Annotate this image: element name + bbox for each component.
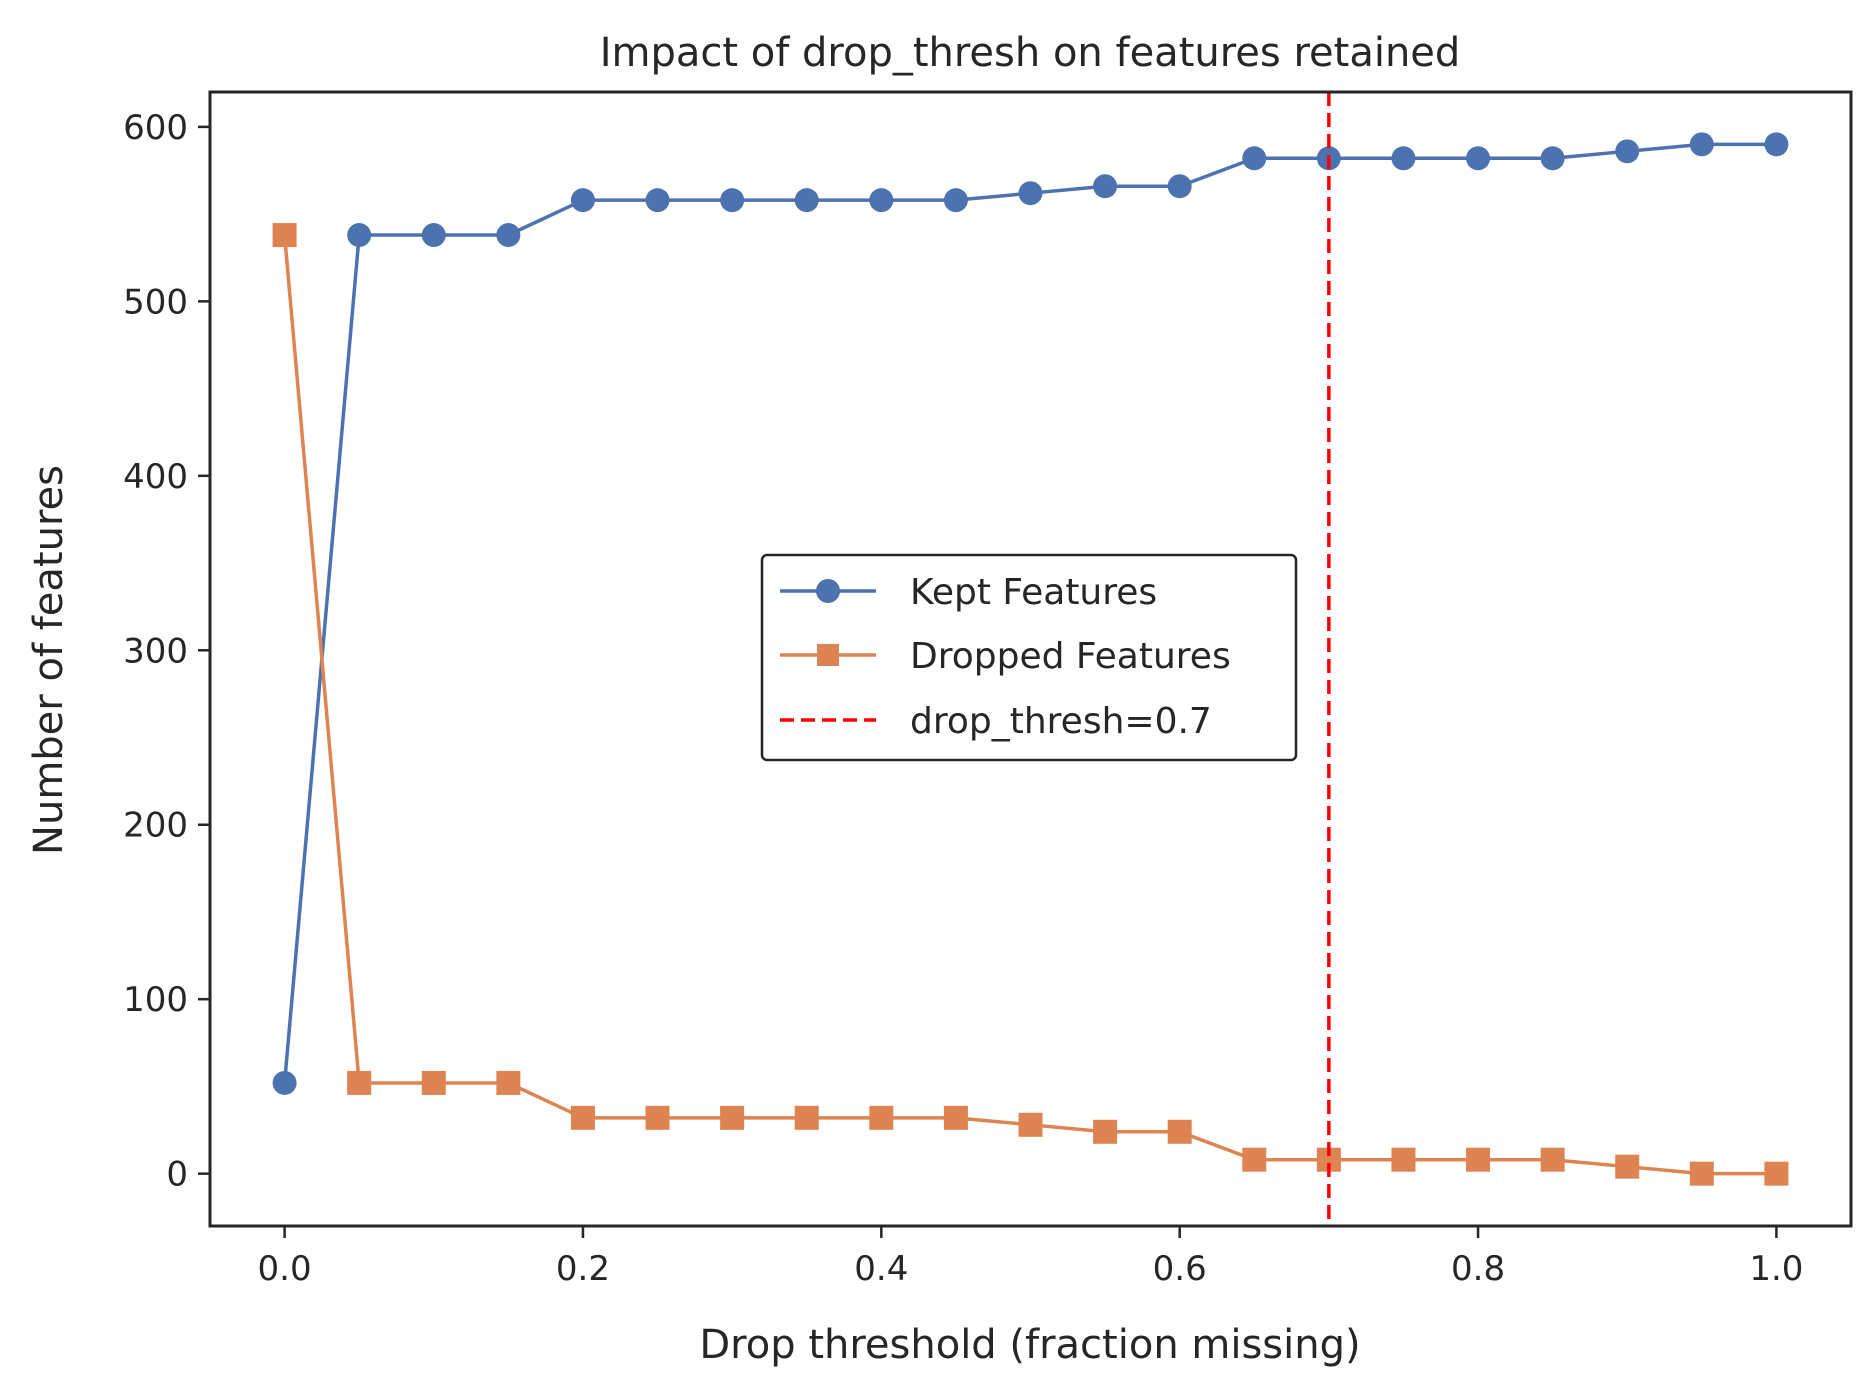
data-point-square <box>1689 1161 1714 1186</box>
data-point-square <box>570 1105 595 1130</box>
legend-kept-marker <box>816 579 840 603</box>
data-point-circle <box>943 188 968 213</box>
data-point-circle <box>347 223 372 248</box>
y-tick-label: 0 <box>166 1155 188 1195</box>
data-point-square <box>1167 1119 1192 1144</box>
x-tick-label: 0.2 <box>556 1249 610 1289</box>
data-point-circle <box>1167 174 1192 199</box>
y-tick-label: 400 <box>123 457 188 497</box>
data-point-circle <box>1615 139 1640 164</box>
data-point-square <box>1093 1119 1118 1144</box>
chart-title: Impact of drop_thresh on features retain… <box>600 30 1461 76</box>
series-kept-features <box>272 132 1789 1095</box>
y-axis: 0 100 200 300 400 500 600 <box>123 108 210 1195</box>
legend-frame <box>760 553 1298 762</box>
data-point-circle <box>421 223 446 248</box>
data-point-circle <box>1764 132 1789 157</box>
y-tick-label: 300 <box>123 631 188 671</box>
x-tick-label: 0.8 <box>1451 1249 1505 1289</box>
y-axis-label: Number of features <box>26 465 72 855</box>
legend-entry-threshold: drop_thresh=0.7 <box>780 701 1212 742</box>
data-point-square <box>1018 1112 1043 1137</box>
data-point-square <box>720 1105 745 1130</box>
legend: Kept Features Dropped Features drop_thre… <box>760 553 1298 762</box>
data-point-circle <box>1093 174 1118 199</box>
x-axis-label: Drop threshold (fraction missing) <box>699 1322 1360 1368</box>
plot-area <box>272 92 1789 1226</box>
y-tick-label: 100 <box>123 980 188 1020</box>
legend-entry-dropped: Dropped Features <box>780 636 1231 677</box>
data-point-circle <box>1466 146 1491 171</box>
data-point-square <box>272 223 297 248</box>
data-point-square <box>645 1105 670 1130</box>
data-point-square <box>943 1105 968 1130</box>
axes-frame <box>208 90 1853 1228</box>
data-point-square <box>1615 1154 1640 1179</box>
legend-kept-label: Kept Features <box>910 572 1157 613</box>
data-point-circle <box>272 1070 297 1095</box>
data-point-circle <box>1018 181 1043 206</box>
legend-threshold-label: drop_thresh=0.7 <box>910 701 1212 742</box>
y-tick-label: 600 <box>123 108 188 148</box>
data-point-square <box>794 1105 819 1130</box>
data-point-circle <box>645 188 670 213</box>
data-point-circle <box>1540 146 1565 171</box>
series-dropped-features <box>272 223 1789 1186</box>
x-tick-label: 0.0 <box>258 1249 312 1289</box>
data-point-circle <box>1242 146 1267 171</box>
data-point-square <box>869 1105 894 1130</box>
data-point-square <box>1391 1147 1416 1172</box>
data-point-circle <box>496 223 521 248</box>
data-point-square <box>1540 1147 1565 1172</box>
data-point-square <box>1242 1147 1267 1172</box>
data-point-square <box>1764 1161 1789 1186</box>
data-point-square <box>347 1070 372 1095</box>
data-point-circle <box>1689 132 1714 157</box>
data-point-square <box>421 1070 446 1095</box>
legend-dropped-marker <box>817 644 839 666</box>
y-tick-label: 500 <box>123 282 188 322</box>
x-tick-label: 0.4 <box>854 1249 908 1289</box>
x-tick-label: 0.6 <box>1153 1249 1207 1289</box>
data-point-square <box>1466 1147 1491 1172</box>
x-tick-label: 1.0 <box>1749 1249 1803 1289</box>
legend-entry-kept: Kept Features <box>780 572 1157 613</box>
data-point-circle <box>794 188 819 213</box>
legend-dropped-label: Dropped Features <box>910 636 1231 677</box>
data-point-circle <box>720 188 745 213</box>
data-point-square <box>496 1070 521 1095</box>
y-tick-label: 200 <box>123 806 188 846</box>
data-point-circle <box>869 188 894 213</box>
x-axis: 0.0 0.2 0.4 0.6 0.8 1.0 <box>258 1226 1803 1289</box>
data-point-circle <box>570 188 595 213</box>
data-point-circle <box>1391 146 1416 171</box>
